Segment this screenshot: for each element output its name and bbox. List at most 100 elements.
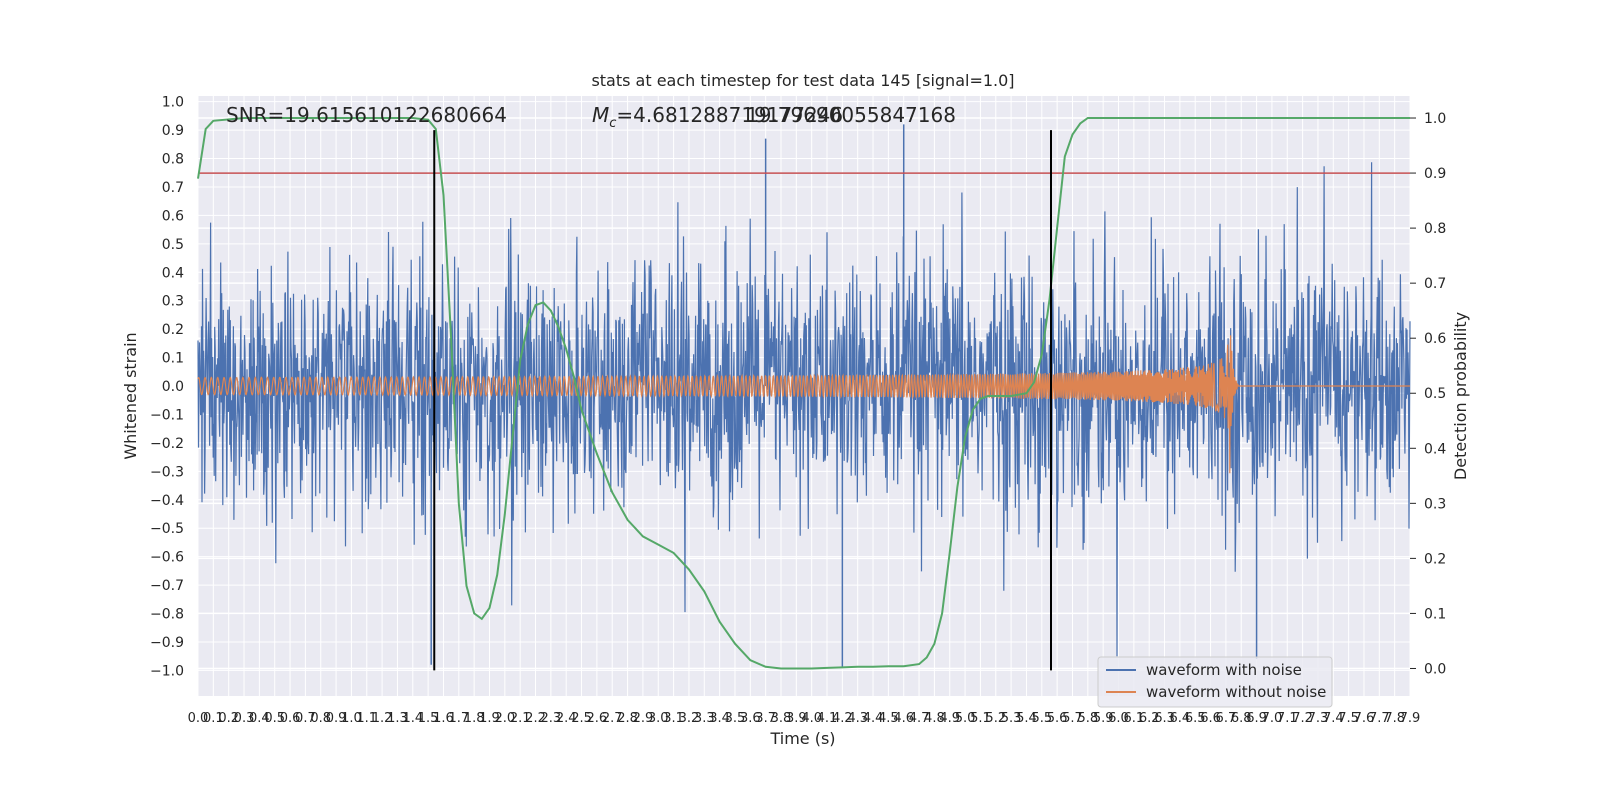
y-tick-label: 0.2 (162, 322, 184, 338)
y-tick-label: 0.4 (162, 265, 184, 281)
second-annotation: 19.79690055847168 (746, 103, 956, 127)
x-tick-label: 4.8 (924, 711, 945, 726)
y-tick-label: 0.6 (162, 208, 184, 224)
x-tick-label: 6.0 (1108, 711, 1129, 726)
x-tick-label: 3.5 (725, 711, 746, 726)
x-tick-label: 7.4 (1323, 711, 1344, 726)
x-tick-label: 7.1 (1277, 711, 1298, 726)
y-tick-label: 0.5 (162, 237, 184, 253)
chirp-mass-symbol: M (592, 103, 609, 127)
x-tick-label: 3.2 (679, 711, 700, 726)
y-axis-right-ticks: 1.0 0.9 0.8 0.7 0.6 0.5 0.4 0.3 0.2 0.1 0.0 (1410, 111, 1446, 677)
y-right-tick-label: 0.5 (1424, 386, 1446, 402)
x-tick-label: 1.3 (387, 711, 408, 726)
y-right-tick-label: 0.3 (1424, 496, 1446, 512)
series-detection-probability (197, 117, 1410, 670)
y-tick-label: 0.0 (162, 379, 184, 395)
x-tick-label: 7.0 (1262, 711, 1283, 726)
x-tick-label: 5.2 (985, 711, 1006, 726)
x-tick-label: 4.1 (817, 711, 838, 726)
legend-label-noisy: waveform with noise (1146, 661, 1302, 679)
x-tick-label: 2.0 (494, 711, 515, 726)
x-tick-label: 6.4 (1170, 711, 1191, 726)
x-tick-label: 4.6 (893, 711, 914, 726)
x-tick-label: 0.0 (188, 711, 209, 726)
x-axis-label: Time (s) (769, 729, 835, 748)
legend-label-clean: waveform without noise (1146, 683, 1326, 701)
x-tick-label: 7.3 (1308, 711, 1329, 726)
chirp-mass-annotation: Mc=4.681288719177246 (592, 103, 843, 131)
x-tick-label: 0.1 (203, 711, 224, 726)
x-tick-label: 6.7 (1216, 711, 1237, 726)
y-right-tick-label: 1.0 (1424, 111, 1446, 127)
x-tick-label: 7.8 (1384, 711, 1405, 726)
y-tick-label: −0.1 (150, 407, 184, 423)
x-tick-label: 6.5 (1185, 711, 1206, 726)
event-markers (433, 130, 1053, 671)
x-tick-label: 7.6 (1354, 711, 1375, 726)
x-tick-label: 5.9 (1093, 711, 1114, 726)
x-tick-label: 1.1 (356, 711, 377, 726)
x-tick-label: 7.9 (1400, 711, 1421, 726)
y-right-tick-label: 0.2 (1424, 551, 1446, 567)
x-tick-label: 6.6 (1200, 711, 1221, 726)
noisy-waveform-line (197, 162, 1411, 657)
x-tick-label: 2.5 (571, 711, 592, 726)
x-tick-label: 2.8 (617, 711, 638, 726)
x-tick-label: 5.8 (1077, 711, 1098, 726)
x-tick-label: 4.5 (878, 711, 899, 726)
x-tick-label: 4.0 (801, 711, 822, 726)
x-tick-label: 1.8 (464, 711, 485, 726)
y-right-tick-label: 0.8 (1424, 221, 1446, 237)
x-tick-label: 1.0 (341, 711, 362, 726)
y-axis-left-ticks: 1.0 0.9 0.8 0.7 0.6 0.5 0.4 0.3 0.2 0.1 0.0 −0.1 −0.… (150, 95, 184, 680)
y-right-tick-label: 0.7 (1424, 276, 1446, 292)
x-tick-label: 5.1 (970, 711, 991, 726)
legend-frame (1097, 656, 1333, 708)
x-tick-label: 0.8 (310, 711, 331, 726)
x-tick-label: 7.7 (1369, 711, 1390, 726)
y-tick-label: −0.9 (150, 635, 184, 651)
y-tick-label: −0.3 (150, 464, 184, 480)
y-tick-label: −0.2 (150, 436, 184, 452)
y-right-tick-label: 0.4 (1424, 441, 1446, 457)
y-tick-label: −1.0 (150, 663, 184, 679)
x-axis-ticks: 0.00.10.20.30.40.50.60.70.80.91.01.11.21… (188, 711, 1421, 726)
y-tick-label: −0.4 (150, 493, 184, 509)
y-tick-label: −0.5 (150, 521, 184, 537)
y-tick-label: −0.7 (150, 578, 184, 594)
x-tick-label: 0.4 (249, 711, 270, 726)
x-tick-label: 3.8 (771, 711, 792, 726)
x-tick-label: 3.0 (648, 711, 669, 726)
y-tick-label: −0.8 (150, 607, 184, 623)
x-tick-label: 6.8 (1231, 711, 1252, 726)
x-tick-label: 3.7 (755, 711, 776, 726)
x-tick-label: 6.3 (1154, 711, 1175, 726)
y-tick-label: 0.3 (162, 294, 184, 310)
legend: waveform with noise waveform without noi… (1097, 656, 1333, 708)
x-tick-label: 3.6 (740, 711, 761, 726)
y-right-tick-label: 0.0 (1424, 661, 1446, 677)
chart-title: stats at each timestep for test data 145… (591, 71, 1014, 90)
x-tick-label: 2.7 (602, 711, 623, 726)
x-tick-label: 1.5 (418, 711, 439, 726)
x-tick-label: 1.9 (479, 711, 500, 726)
x-tick-label: 2.2 (525, 711, 546, 726)
x-tick-label: 5.5 (1031, 711, 1052, 726)
y-tick-label: 0.7 (162, 180, 184, 196)
snr-annotation: SNR=19.615610122680664 (226, 103, 507, 127)
x-tick-label: 7.2 (1292, 711, 1313, 726)
x-tick-label: 6.1 (1124, 711, 1145, 726)
y-axis-label-right: Detection probability (1451, 312, 1470, 480)
x-tick-label: 3.9 (786, 711, 807, 726)
y-axis-label-left: Whitened strain (121, 332, 140, 459)
clean-waveform-line (197, 335, 1410, 474)
x-tick-label: 0.6 (280, 711, 301, 726)
x-tick-label: 4.2 (832, 711, 853, 726)
x-tick-label: 6.9 (1246, 711, 1267, 726)
x-tick-label: 4.7 (909, 711, 930, 726)
x-tick-label: 4.9 (939, 711, 960, 726)
x-tick-label: 0.9 (326, 711, 347, 726)
x-tick-label: 2.3 (541, 711, 562, 726)
